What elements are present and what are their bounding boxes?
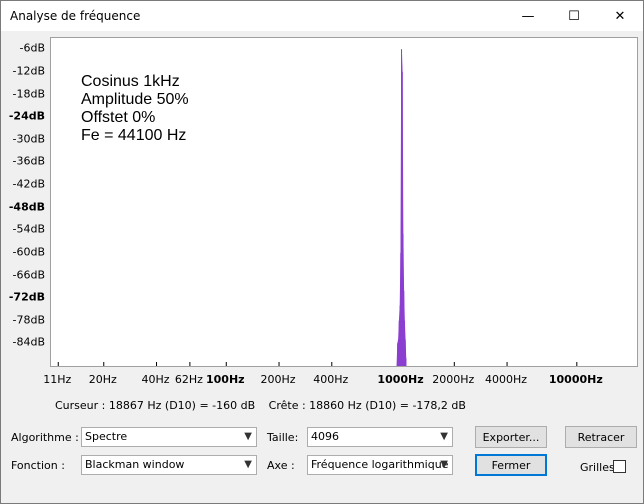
chevron-down-icon: ▼ <box>244 459 252 470</box>
export-button[interactable]: Exporter... <box>475 426 547 448</box>
annotation-line: Offstet 0% <box>81 109 156 126</box>
function-value: Blackman window <box>85 458 185 471</box>
minimize-button[interactable]: — <box>521 8 535 24</box>
y-tick-label: -72dB <box>8 290 45 304</box>
x-axis-labels: 11Hz 20Hz 40Hz 62Hz 100Hz 200Hz 400Hz 1000Hz 200… <box>43 367 638 389</box>
y-tick-label: -18dB <box>12 87 46 101</box>
retrace-button[interactable]: Retracer <box>565 426 637 448</box>
x-tick-label: 100Hz <box>205 373 245 386</box>
peak-readout: Crête : 18860 Hz (D10) = -178,2 dB <box>268 399 466 412</box>
chevron-down-icon: ▼ <box>244 431 252 442</box>
size-select[interactable]: 4096 ▼ <box>307 427 453 447</box>
x-tick-label: 400Hz <box>313 373 349 386</box>
x-tick-label: 200Hz <box>260 373 296 386</box>
y-tick-label: -84dB <box>12 335 46 349</box>
axis-value: Fréquence logarithmique <box>311 458 449 471</box>
annotation-line: Cosinus 1kHz <box>81 73 180 90</box>
x-tick-label: 1000Hz <box>377 373 424 386</box>
close-button[interactable]: Fermer <box>475 454 547 476</box>
status-line: Curseur : 18867 Hz (D10) = -160 dB Crête… <box>55 399 476 412</box>
chart-annotation: Cosinus 1kHz Amplitude 50% Offstet 0% Fe… <box>81 73 189 145</box>
y-tick-label: -78dB <box>12 313 46 327</box>
y-tick-label: -48dB <box>8 200 45 214</box>
y-tick-label: -6dB <box>19 41 46 55</box>
x-tick-label: 11Hz <box>43 373 72 386</box>
spectrum-plot[interactable] <box>50 37 638 367</box>
x-tick-label: 10000Hz <box>548 373 603 386</box>
grid-checkbox[interactable] <box>613 460 626 473</box>
window-title: Analyse de fréquence <box>10 9 141 23</box>
y-axis-labels: -6dB -12dB -18dB -24dB -30dB -36dB -42dB -48dB -… <box>1 37 47 367</box>
maximize-button[interactable]: ☐ <box>568 8 580 24</box>
algorithm-label: Algorithme : <box>11 431 79 444</box>
grid-label: Grilles <box>580 461 615 474</box>
annotation-line: Fe = 44100 Hz <box>81 127 187 144</box>
y-tick-label: -42dB <box>12 177 46 191</box>
x-tick-label: 2000Hz <box>432 373 475 386</box>
y-tick-label: -30dB <box>12 132 46 146</box>
x-tick-label: 20Hz <box>88 373 117 386</box>
chevron-down-icon: ▼ <box>440 459 448 470</box>
algorithm-value: Spectre <box>85 430 128 443</box>
axis-select[interactable]: Fréquence logarithmique ▼ <box>307 455 453 475</box>
y-tick-label: -12dB <box>12 64 46 78</box>
annotation-line: Amplitude 50% <box>81 91 189 108</box>
chevron-down-icon: ▼ <box>440 431 448 442</box>
title-bar: Analyse de fréquence — ☐ ✕ <box>1 1 643 31</box>
y-tick-label: -60dB <box>12 245 46 259</box>
x-tick-label: 4000Hz <box>485 373 528 386</box>
x-tick-label: 40Hz <box>141 373 170 386</box>
cursor-readout: Curseur : 18867 Hz (D10) = -160 dB <box>55 399 256 412</box>
function-select[interactable]: Blackman window ▼ <box>81 455 257 475</box>
y-tick-label: -36dB <box>12 154 46 168</box>
y-tick-label: -66dB <box>12 268 46 282</box>
y-tick-label: -24dB <box>8 109 45 123</box>
axis-label: Axe : <box>267 459 295 472</box>
function-label: Fonction : <box>11 459 65 472</box>
spectrum-chart <box>57 49 578 367</box>
close-window-button[interactable]: ✕ <box>614 8 626 24</box>
size-value: 4096 <box>311 430 339 443</box>
x-tick-label: 62Hz <box>174 373 203 386</box>
y-tick-label: -54dB <box>12 222 46 236</box>
algorithm-select[interactable]: Spectre ▼ <box>81 427 257 447</box>
size-label: Taille: <box>267 431 299 444</box>
